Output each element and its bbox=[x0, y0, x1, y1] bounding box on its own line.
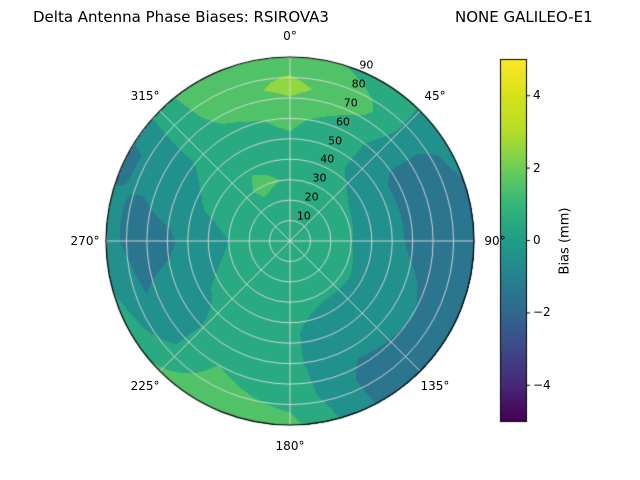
colorbar-axis-label: Bias (mm) bbox=[557, 207, 573, 275]
